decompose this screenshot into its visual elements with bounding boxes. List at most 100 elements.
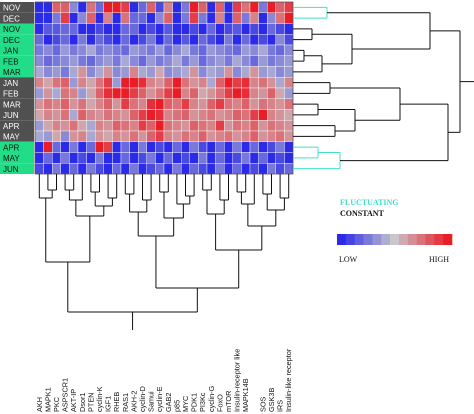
column-label: MAPK14B bbox=[241, 378, 250, 412]
heatmap-cell bbox=[34, 1, 44, 13]
heatmap-cell bbox=[86, 55, 96, 67]
heatmap-cell bbox=[146, 55, 156, 67]
heatmap-cell bbox=[275, 152, 285, 164]
heatmap-cell bbox=[34, 163, 44, 175]
heatmap-cell bbox=[267, 141, 277, 153]
row-label-bg bbox=[0, 109, 34, 121]
heatmap-cell bbox=[172, 120, 182, 132]
heatmap-cell bbox=[86, 109, 96, 121]
heatmap-cell bbox=[163, 23, 173, 35]
heatmap-cell bbox=[284, 120, 294, 132]
heatmap-cell bbox=[103, 66, 113, 78]
heatmap-cell bbox=[34, 152, 44, 164]
heatmap-cell bbox=[163, 120, 173, 132]
heatmap-cell bbox=[69, 66, 79, 78]
heatmap-cell bbox=[146, 44, 156, 56]
heatmap-cell bbox=[137, 55, 147, 67]
heatmap-cell bbox=[103, 87, 113, 99]
heatmap-cell bbox=[43, 77, 53, 89]
heatmap-cell bbox=[103, 44, 113, 56]
heatmap-cell bbox=[206, 141, 216, 153]
heatmap-cell bbox=[129, 66, 139, 78]
heatmap-cell bbox=[275, 163, 285, 175]
heatmap-cell bbox=[258, 109, 268, 121]
heatmap-cell bbox=[77, 44, 87, 56]
heatmap-cell bbox=[232, 66, 242, 78]
heatmap-cell bbox=[258, 44, 268, 56]
heatmap-cell bbox=[60, 141, 70, 153]
heatmap-cell bbox=[284, 109, 294, 121]
heatmap-cell bbox=[198, 55, 208, 67]
heatmap-cell bbox=[267, 44, 277, 56]
heatmap-cell bbox=[129, 120, 139, 132]
heatmap-cell bbox=[258, 34, 268, 46]
heatmap-cell bbox=[215, 55, 225, 67]
heatmap-cell bbox=[120, 163, 130, 175]
heatmap-cell bbox=[275, 109, 285, 121]
heatmap-cell bbox=[155, 1, 165, 13]
column-dendrogram bbox=[38, 174, 290, 330]
column-label: ASPSCR1 bbox=[61, 378, 70, 412]
heatmap-cell bbox=[223, 120, 233, 132]
heatmap-cell bbox=[69, 141, 79, 153]
heatmap-cell bbox=[120, 141, 130, 153]
color-scale-step bbox=[390, 234, 400, 245]
heatmap-cell bbox=[275, 34, 285, 46]
heatmap-cell bbox=[52, 44, 62, 56]
heatmap-cell bbox=[112, 44, 122, 56]
heatmap-cell bbox=[267, 120, 277, 132]
heatmap-cell bbox=[34, 77, 44, 89]
heatmap-cell bbox=[103, 55, 113, 67]
heatmap-cell bbox=[112, 12, 122, 24]
heatmap-cell bbox=[94, 141, 104, 153]
column-label: Insulin-receptor like bbox=[233, 349, 242, 412]
heatmap-cell bbox=[129, 55, 139, 67]
heatmap-cell bbox=[129, 109, 139, 121]
heatmap-cell bbox=[94, 55, 104, 67]
row-label: DEC bbox=[3, 14, 20, 23]
heatmap-cell bbox=[215, 44, 225, 56]
heatmap-cell bbox=[232, 141, 242, 153]
column-label: p85 bbox=[172, 400, 181, 412]
heatmap-cell bbox=[267, 130, 277, 142]
heatmap-cell bbox=[34, 98, 44, 110]
heatmap-cell bbox=[69, 77, 79, 89]
heatmap-cell bbox=[163, 109, 173, 121]
row-label-bg bbox=[0, 152, 34, 164]
column-label: GAB2 bbox=[164, 393, 173, 412]
heatmap-cell bbox=[249, 34, 259, 46]
heatmap-cell bbox=[249, 1, 259, 13]
column-label: RAS1 bbox=[121, 393, 130, 412]
heatmap-cell bbox=[198, 109, 208, 121]
heatmap-cell bbox=[52, 120, 62, 132]
heatmap-cell bbox=[215, 98, 225, 110]
heatmap-cell bbox=[77, 152, 87, 164]
heatmap-cell bbox=[120, 77, 130, 89]
heatmap-cell bbox=[155, 152, 165, 164]
heatmap-cell bbox=[163, 77, 173, 89]
heatmap-cell bbox=[146, 34, 156, 46]
heatmap-cell bbox=[34, 141, 44, 153]
heatmap-cell bbox=[232, 77, 242, 89]
heatmap-cell bbox=[198, 130, 208, 142]
heatmap-cell bbox=[60, 109, 70, 121]
heatmap-cell bbox=[77, 34, 87, 46]
heatmap-cell bbox=[137, 44, 147, 56]
row-label-bg bbox=[0, 2, 34, 13]
heatmap-cell bbox=[215, 34, 225, 46]
heatmap-cell bbox=[284, 23, 294, 35]
heatmap-cell bbox=[137, 152, 147, 164]
row-label: MAY bbox=[3, 133, 20, 142]
heatmap-cell bbox=[180, 152, 190, 164]
heatmap-cell bbox=[223, 130, 233, 142]
heatmap-cell bbox=[112, 98, 122, 110]
heatmap-cell bbox=[163, 55, 173, 67]
heatmap-cell bbox=[155, 98, 165, 110]
row-label-bg bbox=[0, 120, 34, 131]
heatmap-cell bbox=[198, 141, 208, 153]
heatmap-cell bbox=[172, 130, 182, 142]
heatmap-cell bbox=[198, 87, 208, 99]
column-label: Dsor1 bbox=[78, 393, 87, 412]
heatmap-cell bbox=[77, 87, 87, 99]
heatmap-cell bbox=[163, 98, 173, 110]
